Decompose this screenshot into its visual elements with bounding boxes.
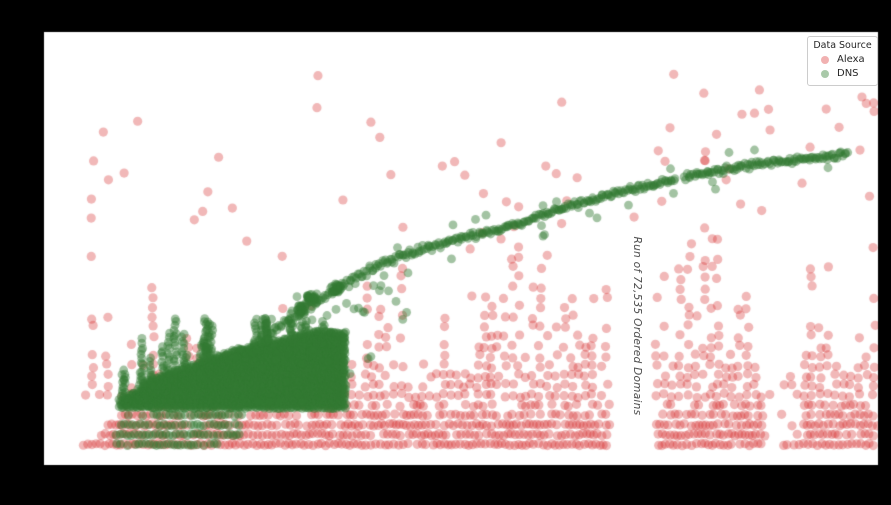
alexa-marker-icon [821, 56, 829, 64]
legend-title: Data Source [813, 40, 872, 51]
legend-item-alexa: Alexa [812, 53, 873, 67]
dns-marker-icon [821, 70, 829, 78]
legend-item-dns: DNS [812, 67, 873, 81]
run-annotation: Run of 72,535 Ordered Domains [631, 236, 643, 416]
legend-label-alexa: Alexa [837, 54, 865, 65]
legend-label-dns: DNS [837, 68, 859, 79]
legend: Data Source Alexa DNS [807, 36, 878, 86]
